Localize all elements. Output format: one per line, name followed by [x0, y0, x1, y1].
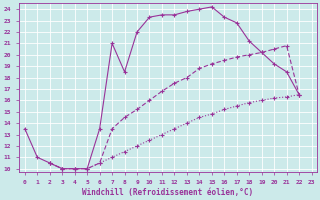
- X-axis label: Windchill (Refroidissement éolien,°C): Windchill (Refroidissement éolien,°C): [82, 188, 253, 197]
